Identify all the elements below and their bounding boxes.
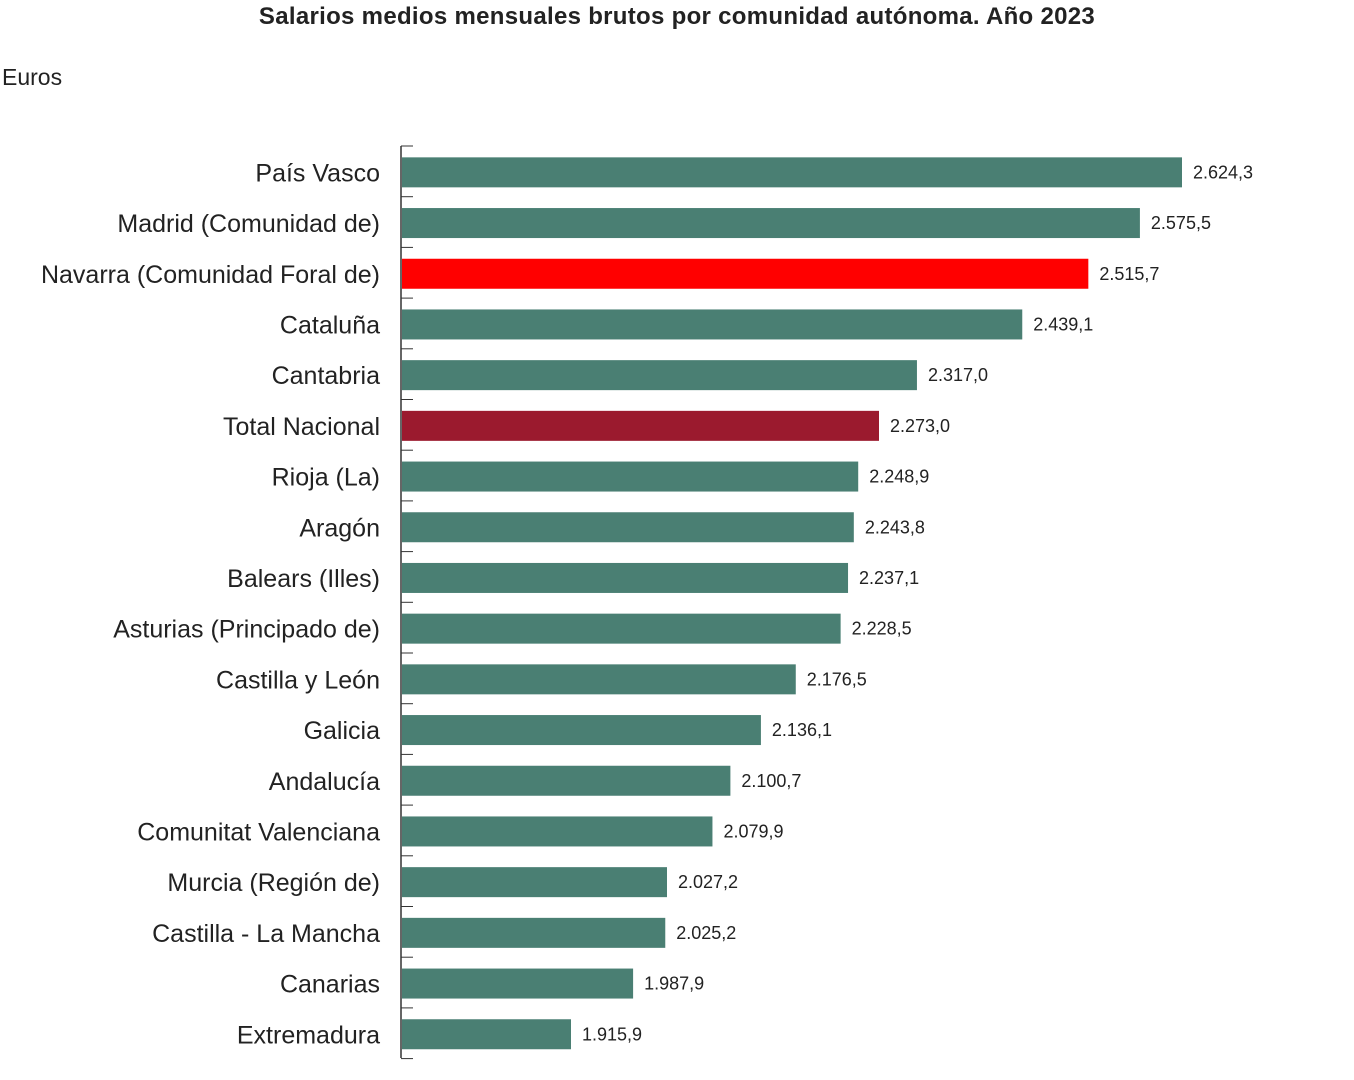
category-label: Extremadura	[237, 1021, 380, 1049]
bar	[402, 968, 634, 999]
category-label: Castilla y León	[216, 666, 380, 694]
value-label: 1.987,9	[644, 974, 704, 994]
bar	[402, 360, 917, 391]
bar	[402, 562, 849, 593]
value-label: 2.027,2	[678, 872, 738, 892]
axis-layer	[400, 145, 413, 1060]
value-label: 2.243,8	[865, 517, 925, 537]
category-label: Aragón	[299, 514, 380, 542]
chart-title: Salarios medios mensuales brutos por com…	[258, 3, 1096, 30]
unit-label: Euros	[2, 64, 63, 90]
category-label: Andalucía	[269, 768, 380, 796]
bar	[402, 917, 666, 948]
bars-layer	[402, 157, 1182, 1050]
value-label: 2.228,5	[852, 619, 912, 639]
category-label: Castilla - La Mancha	[152, 920, 380, 948]
value-label: 2.079,9	[723, 821, 783, 841]
value-label: 2.237,1	[859, 568, 919, 588]
category-label: Navarra (Comunidad Foral de)	[41, 261, 380, 289]
value-label: 2.100,7	[741, 771, 801, 791]
bar	[402, 410, 880, 441]
value-label: 2.515,7	[1099, 264, 1159, 284]
bar	[402, 512, 854, 543]
value-label: 1.915,9	[582, 1024, 642, 1044]
bar	[402, 309, 1023, 340]
category-label: Rioja (La)	[272, 464, 380, 492]
value-label: 2.575,5	[1151, 213, 1211, 233]
value-label: 2.273,0	[890, 416, 950, 436]
category-label: Cataluña	[280, 311, 380, 339]
bar	[402, 461, 859, 492]
bar	[402, 664, 796, 695]
value-label: 2.317,0	[928, 365, 988, 385]
category-label: País Vasco	[255, 159, 380, 187]
value-label: 2.176,5	[807, 669, 867, 689]
category-label: Total Nacional	[223, 413, 380, 441]
category-label: Canarias	[280, 971, 380, 999]
bar	[402, 258, 1089, 289]
bar	[402, 867, 667, 898]
value-label: 2.624,3	[1193, 162, 1253, 182]
bar	[402, 613, 841, 644]
bar	[402, 208, 1140, 239]
bar	[402, 157, 1182, 188]
value-label: 2.439,1	[1033, 314, 1093, 334]
category-label: Balears (Illes)	[227, 565, 380, 593]
bar	[402, 816, 713, 847]
bar	[402, 1019, 571, 1050]
category-label: Comunitat Valenciana	[137, 818, 380, 846]
category-label: Galicia	[304, 717, 381, 745]
category-label: Madrid (Comunidad de)	[117, 210, 380, 238]
category-label: Asturias (Principado de)	[113, 616, 380, 644]
value-label: 2.025,2	[676, 923, 736, 943]
bar	[402, 715, 761, 746]
value-label: 2.248,9	[869, 467, 929, 487]
category-label: Murcia (Región de)	[167, 869, 380, 897]
value-label: 2.136,1	[772, 720, 832, 740]
category-label: Cantabria	[272, 362, 380, 390]
bar	[402, 765, 731, 796]
labels-layer: País Vasco 2.624,3 Madrid (Comunidad de) 2.…	[41, 159, 1253, 1049]
